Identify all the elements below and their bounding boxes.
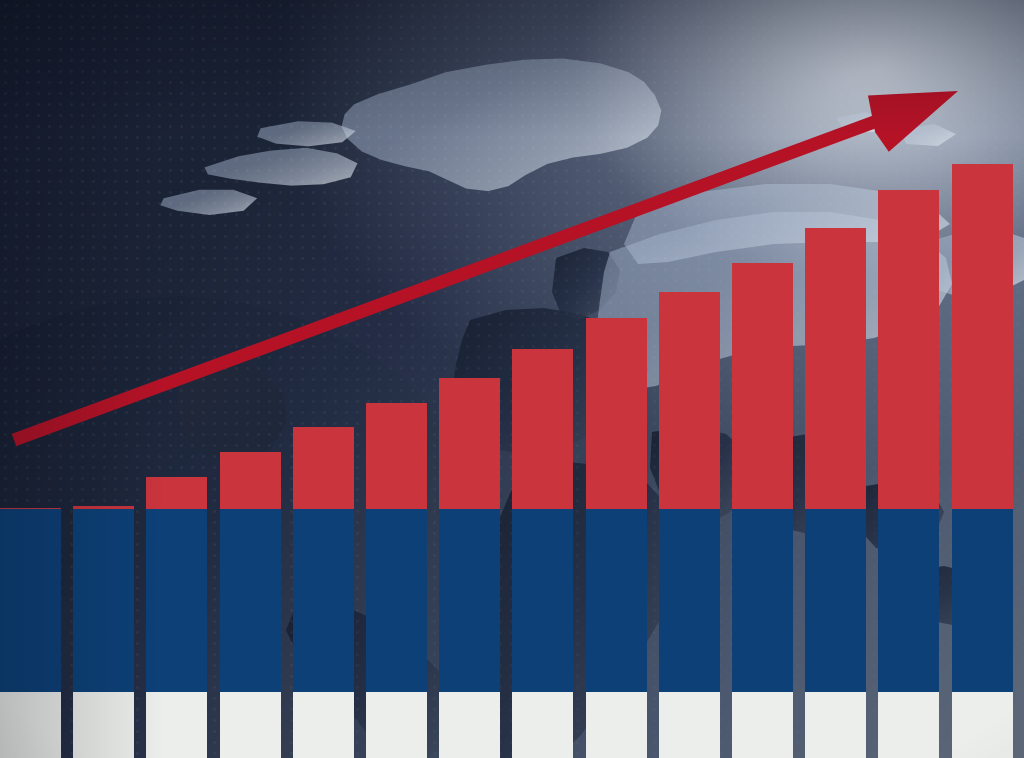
flag-band-blue xyxy=(512,509,573,692)
flag-band-red xyxy=(878,190,939,509)
chart-bar xyxy=(512,349,573,758)
chart-bar xyxy=(952,164,1013,758)
flag-fill xyxy=(732,263,793,758)
chart-bar xyxy=(878,190,939,758)
flag-band-blue xyxy=(732,509,793,692)
chart-bar xyxy=(659,292,720,758)
chart-bar xyxy=(293,427,354,758)
flag-fill xyxy=(439,378,500,758)
flag-band-blue xyxy=(73,509,134,692)
flag-band-red xyxy=(220,452,281,509)
flag-fill xyxy=(586,318,647,758)
flag-band-red xyxy=(732,263,793,509)
flag-band-red xyxy=(293,427,354,509)
flag-band-red xyxy=(805,228,866,509)
flag-band-red xyxy=(146,477,207,509)
flag-fill xyxy=(0,508,61,758)
chart-bar xyxy=(586,318,647,758)
flag-band-blue xyxy=(146,509,207,692)
flag-band-blue xyxy=(220,509,281,692)
flag-band-white xyxy=(732,692,793,758)
flag-band-blue xyxy=(293,509,354,692)
flag-band-blue xyxy=(878,509,939,692)
flag-band-red xyxy=(586,318,647,509)
chart-bar xyxy=(0,508,61,758)
flag-band-red xyxy=(366,403,427,509)
flag-band-red xyxy=(512,349,573,509)
flag-band-white xyxy=(293,692,354,758)
flag-band-white xyxy=(73,692,134,758)
flag-band-white xyxy=(512,692,573,758)
flag-fill xyxy=(512,349,573,758)
flag-fill xyxy=(146,477,207,758)
flag-fill xyxy=(659,292,720,758)
flag-band-blue xyxy=(439,509,500,692)
flag-band-white xyxy=(0,692,61,758)
flag-band-red xyxy=(73,506,134,509)
flag-fill xyxy=(805,228,866,758)
flag-band-blue xyxy=(952,509,1013,692)
flag-band-blue xyxy=(659,509,720,692)
flag-band-white xyxy=(220,692,281,758)
flag-fill xyxy=(73,506,134,758)
flag-band-red xyxy=(659,292,720,509)
chart-bar xyxy=(73,506,134,758)
flag-fill xyxy=(366,403,427,758)
flag-fill xyxy=(220,452,281,758)
chart-bar xyxy=(146,477,207,758)
flag-band-red xyxy=(0,508,61,509)
chart-bar xyxy=(366,403,427,758)
flag-band-red xyxy=(952,164,1013,509)
flag-band-red xyxy=(439,378,500,509)
flag-band-blue xyxy=(586,509,647,692)
chart-bar xyxy=(439,378,500,758)
flag-band-blue xyxy=(805,509,866,692)
flag-band-white xyxy=(659,692,720,758)
chart-bar xyxy=(805,228,866,758)
flag-band-blue xyxy=(0,509,61,692)
flag-band-white xyxy=(805,692,866,758)
flag-fill xyxy=(293,427,354,758)
flag-band-blue xyxy=(366,509,427,692)
flag-band-white xyxy=(146,692,207,758)
flag-band-white xyxy=(439,692,500,758)
flag-band-white xyxy=(878,692,939,758)
flag-fill xyxy=(952,164,1013,758)
flag-fill xyxy=(878,190,939,758)
flag-band-white xyxy=(952,692,1013,758)
chart-bar xyxy=(732,263,793,758)
flag-band-white xyxy=(366,692,427,758)
flag-band-white xyxy=(586,692,647,758)
chart-bar xyxy=(220,452,281,758)
